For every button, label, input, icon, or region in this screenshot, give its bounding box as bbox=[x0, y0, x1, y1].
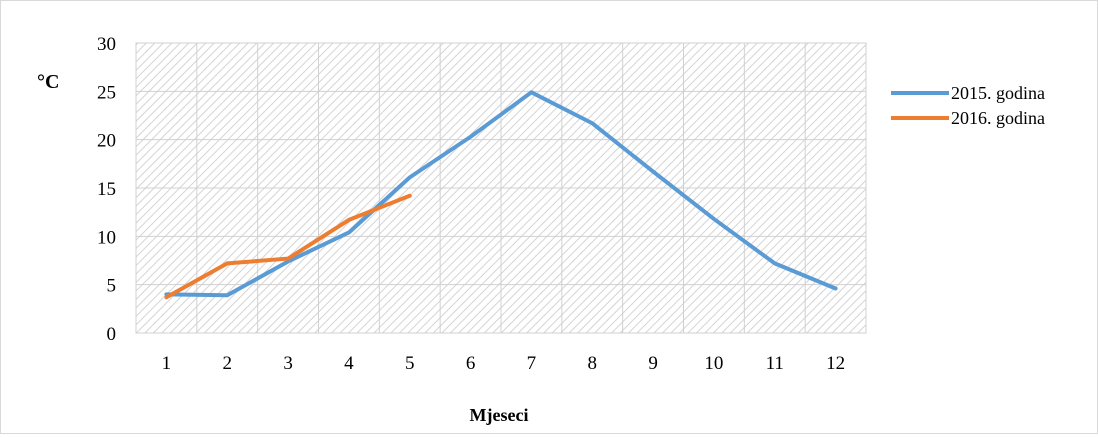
y-tick-label: 10 bbox=[97, 227, 116, 248]
x-tick-label: 10 bbox=[704, 353, 723, 374]
x-axis-label: Mjeseci bbox=[470, 405, 529, 425]
x-tick-label: 4 bbox=[344, 353, 354, 374]
y-tick-label: 25 bbox=[97, 82, 116, 103]
y-tick-label: 20 bbox=[97, 131, 116, 152]
x-tick-label: 3 bbox=[283, 353, 293, 374]
y-tick-label: 15 bbox=[97, 179, 116, 200]
x-tick-label: 9 bbox=[648, 353, 658, 374]
y-tick-label: 5 bbox=[107, 276, 117, 297]
x-tick-label: 11 bbox=[766, 353, 784, 374]
x-tick-label: 1 bbox=[162, 353, 172, 374]
x-tick-label: 8 bbox=[588, 353, 598, 374]
x-tick-label: 2 bbox=[223, 353, 233, 374]
x-tick-label: 7 bbox=[527, 353, 537, 374]
y-tick-label: 30 bbox=[97, 34, 116, 55]
y-axis-ticks: 0 5 10 15 20 25 30 bbox=[97, 34, 116, 345]
legend-label-2: 2016. godina bbox=[951, 108, 1045, 128]
x-tick-label: 5 bbox=[405, 353, 415, 374]
legend: 2015. godina 2016. godina bbox=[891, 83, 1045, 128]
x-tick-label: 12 bbox=[826, 353, 845, 374]
x-tick-label: 6 bbox=[466, 353, 476, 374]
y-axis-label: °C bbox=[37, 71, 59, 93]
y-tick-label: 0 bbox=[107, 324, 117, 345]
legend-label-1: 2015. godina bbox=[951, 83, 1045, 103]
